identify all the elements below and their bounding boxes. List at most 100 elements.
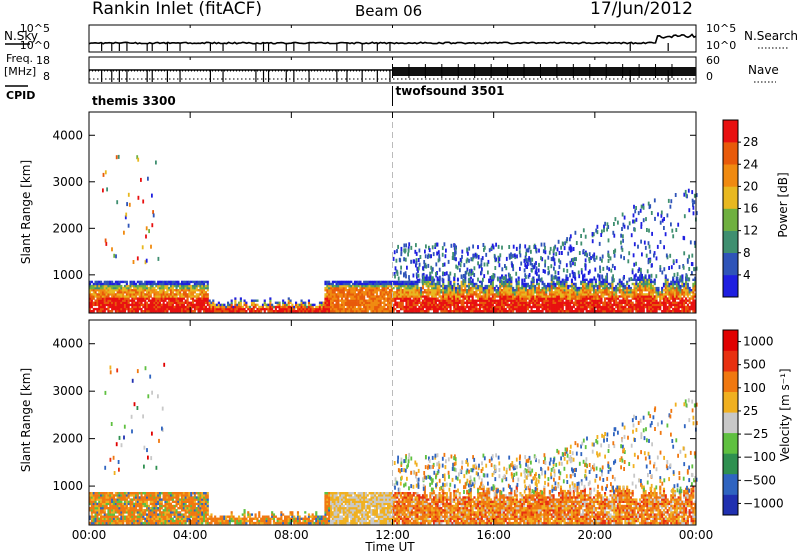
- power-cell: [147, 177, 149, 181]
- power-cell: [532, 293, 534, 295]
- power-cell: [324, 295, 326, 297]
- power-cell: [179, 293, 181, 295]
- power-cell: [194, 308, 196, 310]
- power-cell: [347, 302, 349, 304]
- power-cell: [488, 289, 490, 291]
- power-cell: [453, 281, 455, 283]
- power-cell: [652, 293, 654, 295]
- power-cell: [348, 283, 350, 285]
- power-cell: [654, 198, 656, 202]
- power-cell: [656, 289, 658, 291]
- power-cell: [644, 241, 646, 245]
- power-cell: [567, 308, 569, 310]
- power-cell: [481, 258, 483, 262]
- power-cell: [328, 283, 330, 285]
- power-cell: [319, 308, 321, 310]
- power-cell: [122, 293, 124, 295]
- power-cell: [534, 297, 536, 299]
- power-cell: [599, 297, 601, 299]
- power-cell: [622, 285, 624, 287]
- power-cell: [422, 293, 424, 295]
- power-cell: [534, 291, 536, 293]
- power-cell: [604, 302, 606, 304]
- power-cell: [324, 289, 326, 291]
- power-cell: [679, 295, 681, 297]
- power-cell: [394, 275, 396, 279]
- power-cell: [466, 248, 468, 252]
- power-cell: [104, 306, 106, 308]
- power-cell: [370, 291, 372, 293]
- power-cell: [118, 293, 120, 295]
- power-cell: [665, 283, 667, 285]
- power-cell: [207, 295, 209, 297]
- power-cell: [128, 193, 130, 197]
- power-cell: [418, 267, 420, 271]
- power-cell: [510, 306, 512, 308]
- power-cell: [635, 262, 637, 266]
- power-cell: [183, 297, 185, 299]
- power-cell: [427, 310, 429, 312]
- power-cell: [536, 281, 538, 283]
- power-cell: [692, 289, 694, 291]
- power-cell: [628, 302, 630, 304]
- power-cell: [525, 293, 527, 295]
- power-cell: [538, 308, 540, 310]
- power-cell: [670, 281, 672, 283]
- power-cell: [674, 289, 676, 291]
- power-cell: [455, 291, 457, 293]
- power-cell: [492, 289, 494, 291]
- power-cell: [125, 213, 127, 217]
- power-cell: [118, 285, 120, 287]
- power-cell: [413, 260, 415, 264]
- power-cell: [301, 308, 303, 310]
- power-cell: [683, 293, 685, 295]
- power-cell: [245, 310, 247, 312]
- power-cell: [538, 249, 540, 253]
- power-cell: [499, 253, 501, 257]
- power-cell: [665, 306, 667, 308]
- power-cell: [600, 297, 602, 299]
- power-cell: [109, 297, 111, 299]
- power-cell: [129, 203, 131, 207]
- power-cell: [203, 285, 205, 287]
- power-cell: [312, 306, 314, 308]
- power-cell: [253, 308, 255, 310]
- power-cell: [497, 291, 499, 293]
- power-cell: [580, 289, 582, 291]
- power-cell: [356, 283, 358, 285]
- power-cell: [567, 289, 569, 291]
- power-cell: [172, 291, 174, 293]
- power-cell: [657, 212, 659, 216]
- power-cell: [137, 158, 139, 162]
- power-cell: [370, 310, 372, 312]
- power-cell: [205, 291, 207, 293]
- power-cell: [621, 281, 623, 283]
- power-cell: [597, 225, 599, 229]
- power-cell: [404, 310, 406, 312]
- power-cell: [466, 259, 468, 263]
- power-cell: [516, 254, 518, 258]
- power-cell: [641, 279, 643, 281]
- power-cell: [515, 278, 517, 282]
- velocity-cell: [106, 505, 108, 507]
- power-cell: [580, 287, 582, 289]
- power-cell: [501, 310, 503, 312]
- power-cell: [435, 262, 437, 266]
- power-cell: [334, 297, 336, 299]
- velocity-cell: [104, 503, 106, 505]
- power-cell: [267, 304, 269, 306]
- power-cell: [497, 300, 499, 302]
- power-cell: [514, 253, 516, 257]
- power-cell: [442, 253, 444, 257]
- power-cell: [679, 310, 681, 312]
- power-cell: [334, 310, 336, 312]
- power-cell: [632, 295, 634, 297]
- power-cell: [683, 302, 685, 304]
- power-cell: [137, 306, 139, 308]
- power-cell: [641, 274, 643, 278]
- power-cell: [118, 281, 120, 283]
- power-cell: [599, 257, 601, 261]
- velocity-cell: [91, 518, 93, 520]
- power-cell: [589, 302, 591, 304]
- power-cell: [672, 279, 674, 281]
